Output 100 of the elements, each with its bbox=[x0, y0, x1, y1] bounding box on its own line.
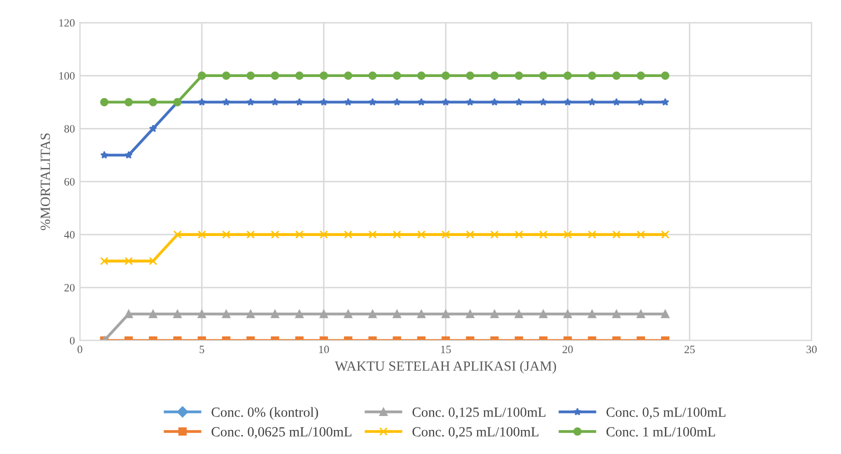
point bbox=[539, 230, 548, 239]
point bbox=[148, 256, 158, 266]
point bbox=[271, 98, 280, 106]
point bbox=[149, 124, 158, 132]
point bbox=[539, 98, 548, 106]
x-axis-title: WAKTU SETELAH APLIKASI (JAM) bbox=[334, 360, 556, 374]
point bbox=[344, 98, 352, 106]
x-tick-label: 20 bbox=[562, 346, 573, 354]
y-tick-label: 80 bbox=[64, 125, 75, 133]
point bbox=[564, 230, 572, 239]
point bbox=[198, 310, 206, 318]
point bbox=[270, 72, 280, 80]
point bbox=[514, 310, 524, 318]
point bbox=[392, 230, 402, 239]
point bbox=[636, 230, 646, 239]
point bbox=[344, 310, 352, 318]
point bbox=[295, 310, 304, 318]
point bbox=[442, 230, 450, 239]
point bbox=[124, 98, 133, 106]
point bbox=[320, 98, 328, 106]
point bbox=[124, 150, 133, 159]
point bbox=[368, 98, 377, 106]
point bbox=[295, 230, 304, 239]
point bbox=[539, 310, 548, 318]
point bbox=[270, 230, 280, 239]
point bbox=[564, 310, 572, 318]
x-tick-label: 10 bbox=[319, 346, 329, 354]
point bbox=[222, 230, 230, 239]
point bbox=[368, 310, 377, 318]
legend-label: Conc. 1 mL/100mL bbox=[606, 427, 716, 437]
point bbox=[588, 230, 596, 239]
legend-label: Conc. 0,0625 mL/100mL bbox=[212, 427, 352, 439]
point bbox=[490, 98, 499, 106]
y-tick-label: 20 bbox=[64, 284, 75, 292]
point bbox=[392, 72, 402, 80]
point bbox=[636, 72, 646, 80]
x-tick-label: 15 bbox=[441, 346, 451, 354]
point bbox=[612, 72, 621, 80]
point bbox=[246, 72, 255, 80]
point bbox=[514, 98, 523, 106]
point bbox=[490, 230, 499, 239]
x-tick-label: 25 bbox=[684, 346, 695, 354]
point bbox=[320, 72, 328, 80]
point bbox=[661, 98, 670, 106]
point bbox=[514, 72, 524, 80]
point bbox=[100, 150, 108, 159]
point bbox=[466, 230, 474, 239]
point bbox=[222, 310, 230, 318]
y-axis-title: %MORTALITAS bbox=[40, 133, 50, 230]
point bbox=[198, 72, 206, 80]
point bbox=[417, 98, 426, 106]
point bbox=[466, 72, 474, 80]
point bbox=[320, 230, 328, 239]
x-tick-label: 0 bbox=[78, 346, 82, 354]
point bbox=[320, 310, 328, 318]
point bbox=[490, 310, 499, 318]
point bbox=[198, 98, 206, 106]
point bbox=[270, 310, 280, 318]
point bbox=[344, 230, 352, 239]
point bbox=[246, 230, 255, 239]
point bbox=[173, 310, 182, 318]
legend-label: Conc. 0,25 mL/100mL bbox=[412, 427, 538, 439]
point bbox=[392, 98, 401, 106]
x-tick-label: 30 bbox=[806, 346, 817, 354]
point bbox=[295, 72, 304, 80]
point bbox=[246, 310, 255, 318]
point bbox=[442, 310, 450, 318]
point bbox=[124, 256, 133, 266]
point bbox=[661, 72, 670, 80]
point bbox=[588, 310, 596, 318]
point bbox=[368, 230, 377, 239]
point bbox=[612, 98, 620, 106]
point bbox=[442, 72, 450, 80]
point bbox=[636, 310, 646, 318]
point bbox=[222, 72, 230, 80]
point bbox=[490, 72, 499, 80]
point bbox=[588, 98, 596, 106]
y-tick-label: 60 bbox=[64, 178, 75, 186]
point bbox=[124, 310, 133, 318]
point bbox=[417, 310, 426, 318]
point bbox=[100, 98, 108, 106]
point bbox=[588, 72, 596, 80]
point bbox=[442, 98, 450, 106]
point bbox=[222, 98, 230, 106]
point bbox=[466, 310, 474, 318]
y-tick-label: 100 bbox=[59, 72, 75, 80]
point bbox=[198, 230, 206, 239]
point bbox=[564, 72, 572, 80]
point bbox=[539, 72, 548, 80]
legend-label: Conc. 0% (kontrol) bbox=[212, 407, 318, 420]
point bbox=[661, 310, 670, 318]
point bbox=[514, 230, 524, 239]
point bbox=[612, 310, 621, 318]
point bbox=[148, 98, 158, 106]
point bbox=[246, 98, 255, 106]
point bbox=[661, 230, 670, 239]
point bbox=[417, 230, 426, 239]
x-tick-label: 5 bbox=[200, 346, 204, 354]
point bbox=[368, 72, 377, 80]
point bbox=[636, 98, 645, 106]
